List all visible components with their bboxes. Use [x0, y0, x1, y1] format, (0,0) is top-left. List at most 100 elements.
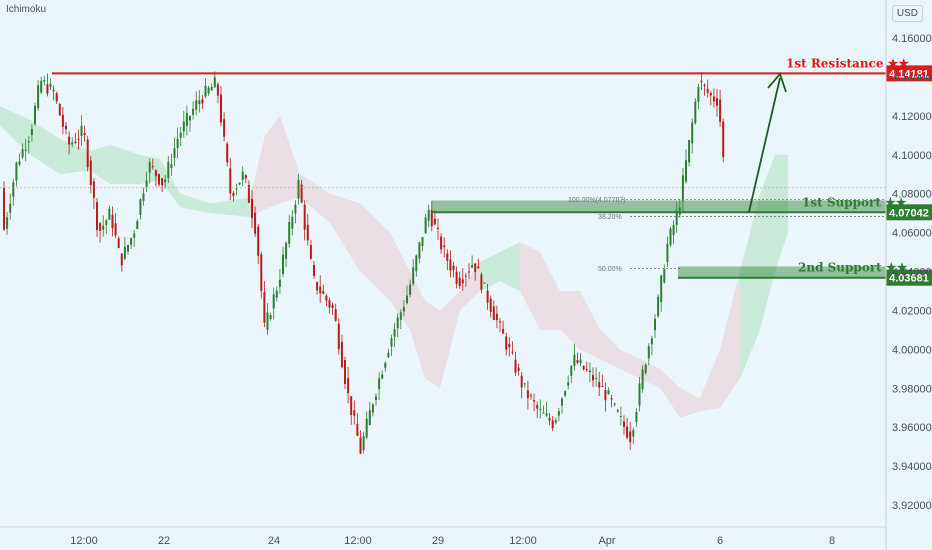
- candle-body: [96, 202, 98, 231]
- candle-body: [61, 114, 64, 127]
- indicator-label[interactable]: Ichimoku: [6, 4, 47, 15]
- candle-body: [427, 209, 430, 221]
- candle-body: [40, 80, 43, 93]
- candle-body: [306, 224, 309, 241]
- price-tick-label: 4.02000: [892, 305, 932, 317]
- candle-body: [638, 383, 641, 406]
- candle-body: [561, 398, 563, 406]
- candle-body: [86, 139, 89, 168]
- candle-body: [108, 208, 111, 220]
- price-tag: 4.07042: [889, 207, 929, 219]
- candle-body: [313, 265, 315, 276]
- candle-body: [21, 149, 24, 158]
- candle-body: [657, 296, 660, 317]
- time-tick-label: 12:00: [70, 535, 98, 547]
- ichimoku-cloud-segment: [620, 349, 640, 379]
- candle-body: [660, 275, 663, 303]
- candle-body: [43, 79, 46, 82]
- candle-body: [24, 149, 27, 151]
- candle-body: [142, 193, 145, 201]
- candle-body: [71, 142, 74, 145]
- ichimoku-cloud-segment: [330, 193, 360, 272]
- price-tick-label: 4.06000: [892, 228, 932, 240]
- candle-body: [226, 143, 229, 163]
- candle-body: [514, 359, 517, 373]
- candle-body: [440, 236, 443, 250]
- candle-body: [257, 226, 260, 256]
- price-tick-label: 4.00000: [892, 344, 932, 356]
- candle-body: [207, 87, 210, 94]
- candle-body: [170, 164, 173, 169]
- candle-body: [9, 203, 12, 213]
- candle-body: [340, 341, 343, 368]
- support-zone-1: [432, 200, 886, 213]
- candle-body: [365, 418, 368, 438]
- candle-body: [368, 410, 371, 426]
- candle-body: [579, 359, 582, 364]
- candle-body: [669, 228, 672, 245]
- candle-body: [533, 400, 536, 402]
- candle-body: [489, 298, 492, 312]
- candle-body: [616, 410, 619, 412]
- candle-body: [89, 160, 92, 186]
- candle-body: [635, 411, 638, 422]
- candle-body: [74, 141, 77, 143]
- candle-body: [173, 148, 176, 158]
- candle-body: [337, 323, 340, 350]
- candle-body: [278, 279, 281, 287]
- ichimoku-cloud-segment: [540, 252, 560, 330]
- candle-body: [198, 100, 201, 105]
- candle-body: [381, 374, 384, 379]
- candle-body: [499, 321, 501, 323]
- candle-body: [238, 182, 241, 185]
- candle-body: [523, 383, 526, 385]
- candle-body: [15, 162, 18, 181]
- candle-body: [712, 96, 715, 102]
- currency-button[interactable]: USD: [891, 5, 923, 22]
- ichimoku-cloud-segment: [265, 115, 280, 210]
- level-name: 1st Resistance ★★: [786, 56, 909, 70]
- candle-body: [719, 99, 722, 122]
- candle-body: [167, 162, 170, 179]
- ichimoku-cloud-segment: [300, 174, 330, 223]
- ichimoku-cloud-segment: [720, 271, 740, 408]
- candle-body: [151, 166, 154, 168]
- candle-body: [117, 238, 120, 248]
- ichimoku-cloud-segment: [30, 119, 60, 175]
- ichimoku-cloud-segment: [280, 115, 300, 204]
- candle-body: [570, 365, 573, 376]
- candle-body: [102, 225, 105, 230]
- candle-body: [703, 84, 706, 86]
- candle-body: [685, 160, 687, 182]
- candle-body: [430, 210, 433, 227]
- fib-level-label: 100.00%(4.07707): [568, 197, 626, 204]
- candle-body: [415, 255, 418, 272]
- ichimoku-cloud-segment: [90, 145, 110, 184]
- candle-body: [663, 269, 666, 283]
- level-name: 2nd Support ★★: [798, 261, 908, 275]
- candle-body: [154, 170, 157, 177]
- ichimoku-cloud-segment: [210, 197, 250, 218]
- candle-body: [446, 253, 449, 261]
- candle-body: [145, 180, 148, 187]
- time-tick-label: 29: [432, 535, 444, 547]
- candle-body: [68, 136, 71, 145]
- candle-body: [52, 89, 55, 92]
- candle-body: [120, 253, 123, 266]
- candle-body: [576, 360, 579, 363]
- ichimoku-cloud-segment: [110, 145, 140, 184]
- candle-body: [595, 377, 598, 379]
- candle-body: [37, 85, 40, 109]
- candle-body: [158, 174, 160, 185]
- candle-body: [319, 286, 322, 294]
- candle-body: [539, 409, 542, 411]
- candle-body: [49, 83, 52, 88]
- candle-body: [700, 80, 703, 82]
- projection-arrow-line: [748, 77, 781, 213]
- candle-body: [92, 181, 95, 198]
- price-tag: 4.14181: [889, 68, 929, 80]
- candle-body: [681, 175, 684, 201]
- candle-body: [623, 421, 625, 427]
